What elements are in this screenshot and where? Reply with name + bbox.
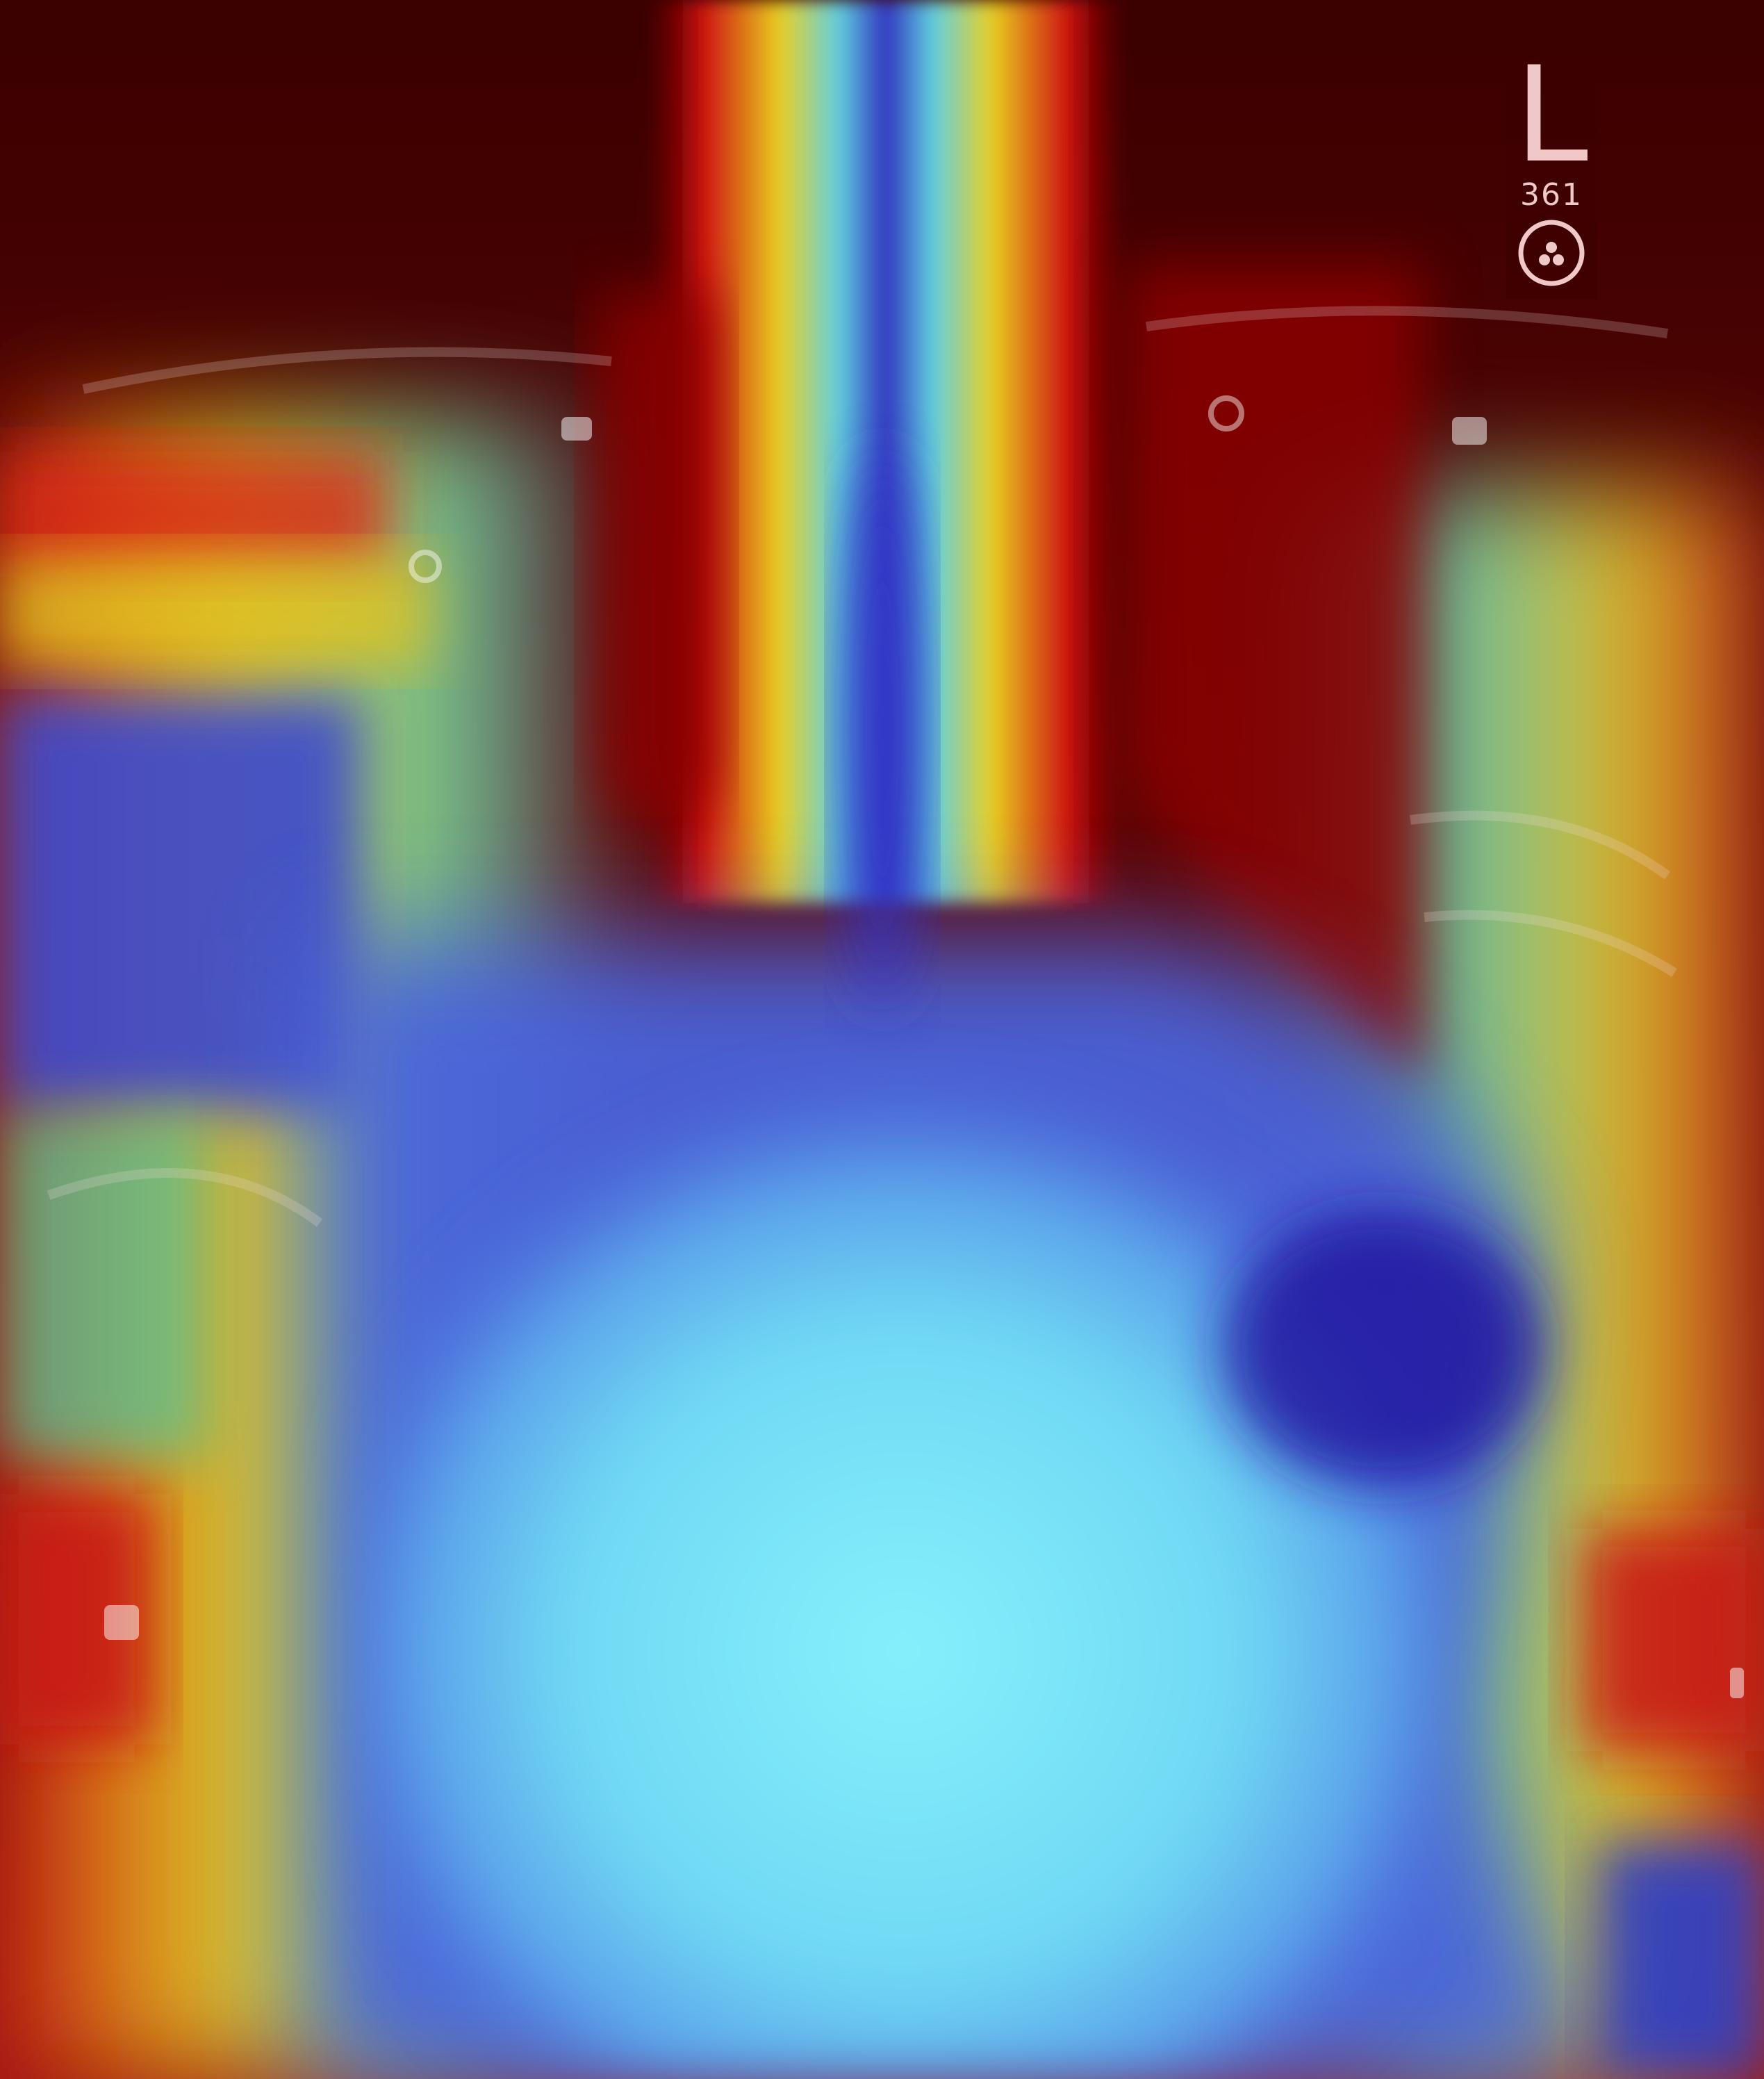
radiation-symbol-icon: [1518, 220, 1585, 286]
laterality-marker: L 361: [1506, 49, 1597, 299]
laterality-letter: L: [1515, 38, 1588, 192]
marker-number: 361: [1520, 177, 1583, 213]
